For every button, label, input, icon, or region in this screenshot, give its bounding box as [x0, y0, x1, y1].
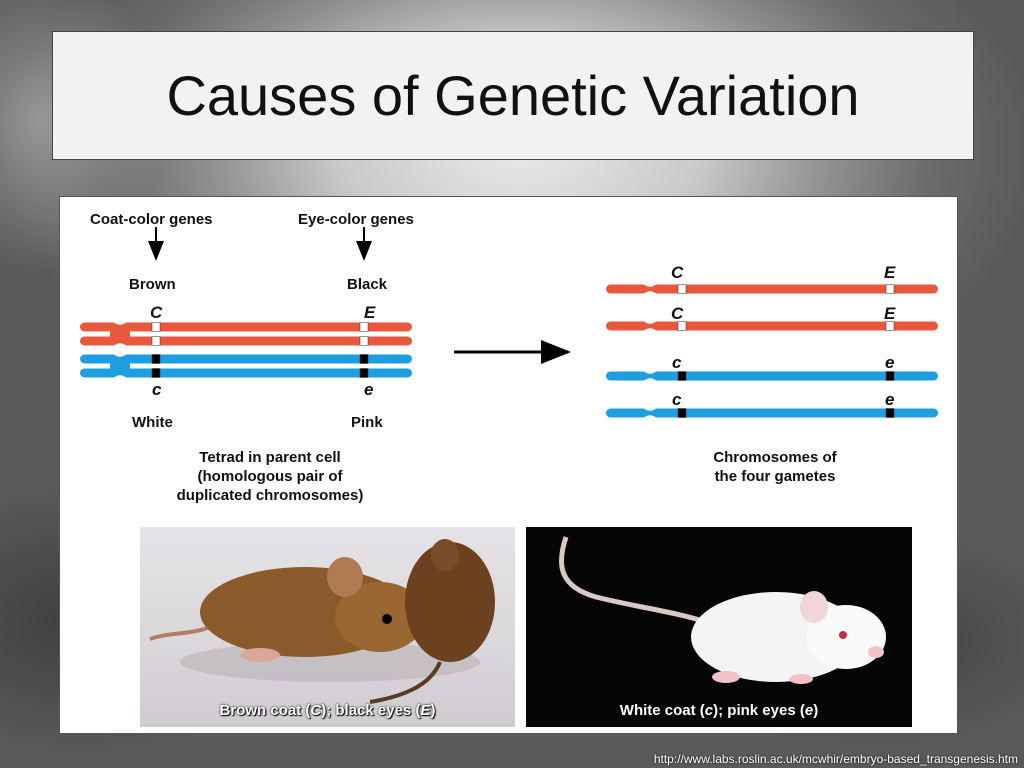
gamete-2-band-1: [677, 321, 687, 331]
gamete-3-band-1: [677, 371, 687, 381]
tetrad-caption-line3: duplicated chromosomes): [176, 487, 364, 504]
diagram-panel: Coat-color genes Eye-color genes Brown B…: [59, 196, 958, 734]
white-mouse-photo: White coat (c); pink eyes (e): [526, 527, 912, 727]
gametes-caption-line1: Chromosomes of: [713, 449, 837, 466]
gamete4-allele-c: c: [672, 390, 682, 409]
gamete-3: [606, 371, 938, 381]
brown-label: Brown: [129, 276, 176, 293]
gamete1-allele-C: C: [671, 263, 684, 282]
gamete-1-band-2: [885, 284, 895, 294]
chromosome-diagram: [80, 227, 938, 418]
gametes-caption-line2: the four gametes: [714, 468, 836, 485]
brown-mouse-photo: Brown coat (C); black eyes (E): [140, 527, 515, 727]
tetrad-maternal-2: [80, 336, 412, 346]
tetrad-maternal-1-band-1: [151, 322, 161, 332]
chromosomes: [80, 284, 938, 418]
tetrad-allele-c: c: [152, 380, 162, 399]
title-box: Causes of Genetic Variation: [52, 31, 974, 160]
tetrad-maternal-2-band-2: [359, 336, 369, 346]
tetrad-paternal-1-band-2: [359, 354, 369, 364]
tetrad-allele-E: E: [364, 303, 376, 322]
gamete-1-band-1: [677, 284, 687, 294]
tetrad-paternal-2: [80, 368, 412, 378]
white-mouse-caption: White coat (c); pink eyes (e): [619, 702, 819, 719]
white-mouse-illustration: [558, 536, 886, 684]
gamete3-allele-c: c: [672, 353, 682, 372]
gamete4-allele-e: e: [885, 390, 895, 409]
gamete-4: [606, 408, 938, 418]
gamete-2-band-2: [885, 321, 895, 331]
coat-color-genes-label: Coat-color genes: [90, 211, 213, 228]
pink-label: Pink: [351, 414, 383, 431]
brown-mouse-caption: Brown coat (C); black eyes (E): [219, 702, 436, 719]
tetrad-paternal-2-band-2: [359, 368, 369, 378]
tetrad-maternal-1-band-2: [359, 322, 369, 332]
gamete-3-band-2: [885, 371, 895, 381]
tetrad-allele-e: e: [364, 380, 374, 399]
gamete-4-band-2: [885, 408, 895, 418]
gamete3-allele-e: e: [885, 353, 895, 372]
tetrad-paternal-2-band-1: [151, 368, 161, 378]
white-label: White: [132, 414, 173, 431]
tetrad-caption-line2: (homologous pair of: [197, 468, 343, 485]
gamete2-allele-E: E: [884, 304, 896, 323]
tetrad-caption-line1: Tetrad in parent cell: [199, 449, 341, 466]
tetrad-paternal-1-band-1: [151, 354, 161, 364]
gamete-4-band-1: [677, 408, 687, 418]
tetrad-paternal-1: [80, 354, 412, 364]
brown-mice-illustration: [149, 539, 495, 704]
gamete2-allele-C: C: [671, 304, 684, 323]
gamete1-allele-E: E: [884, 263, 896, 282]
gametes-caption: Chromosomes of the four gametes: [670, 448, 880, 486]
black-label: Black: [347, 276, 388, 293]
tetrad-centromere-2: [110, 359, 130, 373]
slide-title: Causes of Genetic Variation: [166, 64, 860, 127]
tetrad-maternal-2-band-1: [151, 336, 161, 346]
gamete-1: [606, 284, 938, 294]
gamete-2: [606, 321, 938, 331]
tetrad-centromere-1: [110, 327, 130, 341]
source-url: http://www.labs.roslin.ac.uk/mcwhir/embr…: [653, 752, 1018, 766]
tetrad-allele-C: C: [150, 303, 163, 322]
tetrad-caption: Tetrad in parent cell (homologous pair o…: [150, 448, 390, 505]
tetrad-maternal-1: [80, 322, 412, 332]
eye-color-genes-label: Eye-color genes: [298, 211, 414, 228]
